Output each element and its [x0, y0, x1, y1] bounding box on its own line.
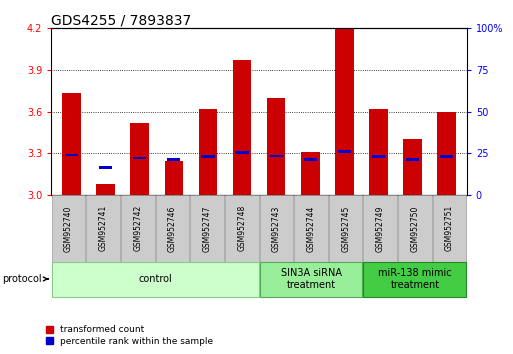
Bar: [121, 195, 155, 262]
Bar: [372, 155, 385, 158]
Bar: [130, 122, 149, 195]
Text: control: control: [139, 274, 172, 284]
Bar: [437, 112, 456, 195]
Bar: [338, 150, 351, 153]
Bar: [167, 158, 181, 161]
Bar: [335, 28, 353, 195]
Text: GSM952741: GSM952741: [98, 205, 108, 251]
Text: GSM952751: GSM952751: [445, 205, 454, 251]
Bar: [363, 262, 466, 297]
Text: SIN3A siRNA
treatment: SIN3A siRNA treatment: [281, 268, 342, 290]
Bar: [329, 195, 362, 262]
Bar: [133, 157, 146, 159]
Bar: [190, 195, 224, 262]
Bar: [403, 139, 422, 195]
Bar: [294, 195, 328, 262]
Bar: [233, 60, 251, 195]
Bar: [269, 155, 283, 157]
Bar: [52, 195, 85, 262]
Text: GSM952749: GSM952749: [376, 205, 385, 252]
Bar: [63, 93, 81, 195]
Bar: [363, 195, 397, 262]
Bar: [52, 262, 259, 297]
Text: protocol: protocol: [3, 274, 48, 284]
Bar: [156, 195, 189, 262]
Text: GSM952740: GSM952740: [64, 205, 73, 252]
Text: GSM952745: GSM952745: [341, 205, 350, 252]
Text: GSM952742: GSM952742: [133, 205, 143, 251]
Bar: [369, 109, 388, 195]
Text: GSM952746: GSM952746: [168, 205, 177, 252]
Bar: [260, 262, 362, 297]
Bar: [225, 195, 259, 262]
Bar: [406, 158, 419, 161]
Bar: [235, 151, 249, 154]
Bar: [304, 158, 317, 161]
Text: GSM952744: GSM952744: [306, 205, 315, 252]
Bar: [199, 109, 218, 195]
Text: GSM952748: GSM952748: [237, 205, 246, 251]
Legend: transformed count, percentile rank within the sample: transformed count, percentile rank withi…: [46, 325, 213, 346]
Bar: [267, 98, 285, 195]
Bar: [165, 161, 183, 195]
Text: GSM952750: GSM952750: [410, 205, 420, 252]
Bar: [86, 195, 120, 262]
Bar: [99, 166, 112, 169]
Bar: [398, 195, 432, 262]
Bar: [202, 155, 214, 158]
Text: GSM952743: GSM952743: [272, 205, 281, 252]
Text: miR-138 mimic
treatment: miR-138 mimic treatment: [378, 268, 452, 290]
Bar: [260, 195, 293, 262]
Bar: [433, 195, 466, 262]
Bar: [65, 154, 78, 156]
Text: GDS4255 / 7893837: GDS4255 / 7893837: [51, 13, 191, 27]
Bar: [301, 152, 320, 195]
Bar: [96, 184, 115, 195]
Bar: [440, 155, 453, 158]
Text: GSM952747: GSM952747: [203, 205, 212, 252]
